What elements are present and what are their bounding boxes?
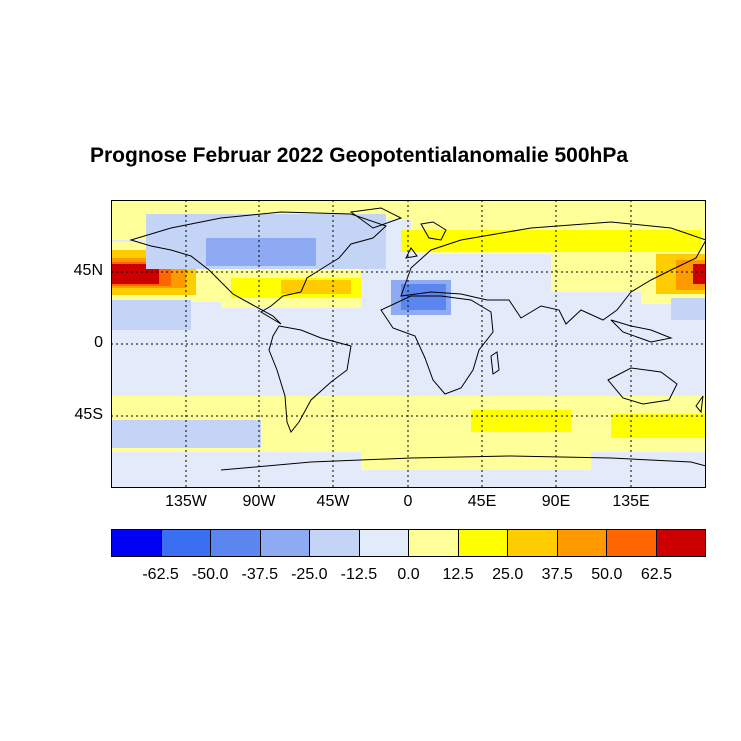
positive-anomaly-areas [111,200,706,470]
legend-swatch [112,530,162,556]
legend-label: 37.5 [541,566,573,583]
legend-swatch [310,530,360,556]
x-tick-label: 45E [467,493,497,510]
color-legend-bar [111,529,706,557]
legend-label: 25.0 [492,566,524,583]
graticule [111,200,706,488]
y-tick-label: 0 [94,334,103,351]
x-tick-label: 135W [165,493,207,510]
legend-swatch [260,530,310,556]
legend-label: 62.5 [640,566,672,583]
legend-label: 0.0 [397,566,420,583]
legend-label: -50.0 [191,566,229,583]
anomaly-field [111,200,706,488]
legend-swatch [458,530,508,556]
x-tick-label: 45W [316,493,350,510]
y-tick-label: 45N [73,262,103,279]
x-tick-label: 90E [541,493,571,510]
legend-label: -37.5 [241,566,278,583]
legend-swatch [508,530,558,556]
legend-swatch [656,530,705,556]
legend-label: -12.5 [340,566,378,583]
legend-swatch [359,530,409,556]
coastlines [129,207,706,471]
legend-swatch [607,530,657,556]
anomaly-map [111,200,706,488]
legend-label: 50.0 [591,566,623,583]
map-title: Prognose Februar 2022 Geopotentialanomal… [90,144,629,167]
legend-label: -62.5 [142,566,179,583]
x-tick-label: 0 [403,493,413,510]
legend-swatch [557,530,607,556]
legend-label: 12.5 [442,566,474,583]
y-tick-label: 45S [74,406,103,423]
x-tick-label: 135E [612,493,650,510]
legend-swatch [161,530,211,556]
legend-swatch [409,530,459,556]
legend-swatch [211,530,261,556]
legend-label: -25.0 [291,566,328,583]
x-tick-label: 90W [242,493,276,510]
negative-anomaly-areas [111,214,706,448]
